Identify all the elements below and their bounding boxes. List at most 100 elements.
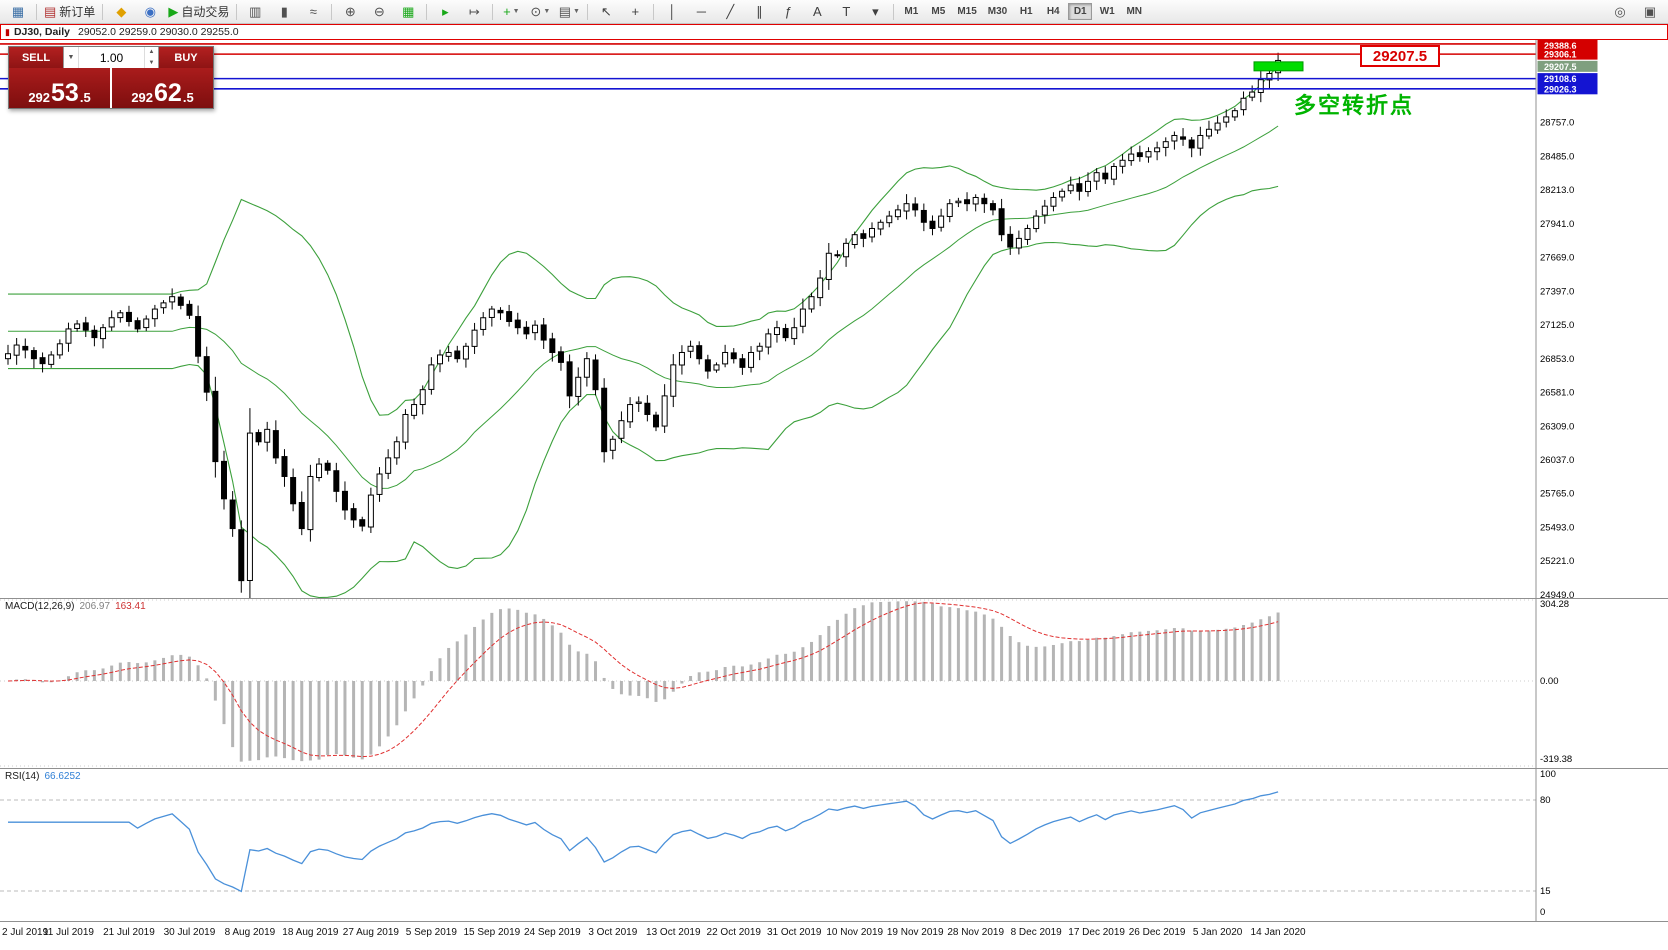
chart-shift-button[interactable]: ↦ (460, 1, 488, 23)
chart-window-titlebar[interactable]: ▮ DJ30, Daily 29052.0 29259.0 29030.0 29… (0, 24, 1668, 40)
cursor-icon: ↖ (600, 4, 612, 19)
timeframe-button-h4[interactable]: H4 (1046, 6, 1060, 17)
one-click-trading-panel: SELL ▼ 1.00 ▲ ▼ BUY 292 53.5 292 62.5 (8, 46, 214, 109)
date-axis-label: 11 Jul 2019 (42, 927, 94, 938)
chart-window-icon: ▮ (5, 26, 10, 37)
date-axis-label: 27 Aug 2019 (342, 927, 399, 938)
lot-size-value[interactable]: 1.00 (99, 50, 124, 65)
svg-text:29108.6: 29108.6 (1544, 74, 1577, 84)
crosshair-icon: + (631, 4, 640, 19)
auto-scroll-icon: ▸ (442, 4, 449, 19)
periods-icon: ⊙ (530, 4, 542, 19)
date-axis-label: 28 Nov 2019 (947, 927, 1005, 938)
toolbar-separator (36, 3, 37, 20)
buy-price-button[interactable]: 292 62.5 (112, 68, 213, 108)
templates-button[interactable]: ▤ ▼ (555, 1, 583, 23)
cursor-button[interactable]: ↖ (592, 1, 620, 23)
app-icon-icon: ▦ (11, 4, 25, 19)
svg-text:24949.0: 24949.0 (1540, 590, 1574, 598)
text-button[interactable]: A (803, 1, 831, 23)
date-axis-label: 14 Jan 2020 (1250, 927, 1306, 938)
autotrading-button[interactable]: ▶ 自动交易 (165, 1, 232, 23)
chart-symbol-title: DJ30, Daily (13, 26, 70, 38)
lot-size-field[interactable]: ▼ 1.00 ▲ ▼ (63, 47, 159, 68)
candlestick-chart-icon: ▮ (280, 4, 288, 19)
timeframe-button-m15[interactable]: M15 (957, 6, 977, 17)
indicators-button[interactable]: + ▼ (497, 1, 525, 23)
macd-indicator-panel[interactable]: 304.28 0.00 -319.38 (0, 598, 1668, 768)
svg-text:100: 100 (1540, 769, 1556, 780)
trendline-button[interactable]: ╱ (716, 1, 744, 23)
svg-text:26853.0: 26853.0 (1540, 354, 1574, 365)
svg-text:-319.38: -319.38 (1540, 754, 1572, 765)
trendline-icon: ╱ (726, 4, 735, 19)
date-axis-label: 17 Dec 2019 (1068, 927, 1125, 938)
bar-chart-icon: ▥ (249, 4, 262, 19)
metaeditor-icon: ◆ (116, 4, 127, 19)
lot-increase-icon[interactable]: ▲ (148, 49, 155, 56)
chart-shift-icon: ↦ (468, 4, 480, 19)
line-chart-button[interactable]: ≈ (299, 1, 327, 23)
sell-button[interactable]: SELL (9, 47, 63, 68)
sell-price-button[interactable]: 292 53.5 (9, 68, 110, 108)
zoom-out-button[interactable]: ⊖ (365, 1, 393, 23)
date-axis-label: 21 Jul 2019 (103, 927, 155, 938)
rsi-value: 66.6252 (44, 771, 81, 782)
rsi-indicator-panel[interactable]: 100 80 15 0 (0, 768, 1668, 922)
svg-text:27669.0: 27669.0 (1540, 253, 1574, 264)
new-window-button[interactable]: ▣ (1643, 4, 1657, 19)
date-axis-label: 5 Sep 2019 (405, 927, 457, 938)
date-axis-label: 31 Oct 2019 (766, 927, 822, 938)
new-order-icon: ▤ (44, 4, 57, 19)
timeframe-button-d1[interactable]: D1 (1068, 3, 1093, 20)
lot-decrease-icon[interactable]: ▼ (148, 59, 155, 66)
date-axis-label: 18 Aug 2019 (282, 927, 339, 938)
timeframe-button-w1[interactable]: W1 (1099, 6, 1115, 17)
date-axis[interactable]: 2 Jul 2019 11 Jul 2019 21 Jul 2019 30 Jul 2… (0, 922, 1668, 946)
candlestick-chart-button[interactable]: ▮ (270, 1, 298, 23)
arrows-icon: ▾ (872, 4, 879, 19)
svg-text:15: 15 (1540, 886, 1551, 897)
svg-text:27397.0: 27397.0 (1540, 286, 1574, 297)
metaeditor-button[interactable]: ◆ (107, 1, 135, 23)
auto-scroll-button[interactable]: ▸ (431, 1, 459, 23)
date-axis-label: 8 Dec 2019 (1010, 927, 1062, 938)
bar-chart-button[interactable]: ▥ (241, 1, 269, 23)
timeframe-button-h1[interactable]: H1 (1019, 6, 1033, 17)
timeframe-button-m5[interactable]: M5 (931, 6, 946, 17)
vertical-line-button[interactable]: │ (658, 1, 686, 23)
arrows-button[interactable]: ▾ (861, 1, 889, 23)
channel-button[interactable]: ∥ (745, 1, 773, 23)
channel-icon: ∥ (756, 4, 763, 19)
svg-text:304.28: 304.28 (1540, 599, 1569, 610)
zoom-in-button[interactable]: ⊕ (336, 1, 364, 23)
svg-text:29388.6: 29388.6 (1544, 41, 1577, 51)
fibonacci-icon: ƒ (784, 4, 792, 19)
turning-point-annotation[interactable]: 多空转折点 (1294, 93, 1415, 118)
vertical-line-icon: │ (668, 4, 677, 19)
fibonacci-button[interactable]: ƒ (774, 1, 802, 23)
date-axis-label: 3 Oct 2019 (588, 927, 638, 938)
autotrading-icon: ▶ (168, 4, 179, 19)
timeframe-button-m1[interactable]: M1 (904, 6, 919, 17)
crosshair-button[interactable]: + (621, 1, 649, 23)
search-symbol-button[interactable]: ◎ (1614, 4, 1626, 19)
text-label-button[interactable]: T (832, 1, 860, 23)
tile-windows-button[interactable]: ▦ (394, 1, 422, 23)
lot-spinner[interactable]: ▲ ▼ (144, 47, 158, 68)
date-axis-label: 26 Dec 2019 (1128, 927, 1186, 938)
lot-dropdown-icon[interactable]: ▼ (64, 47, 79, 68)
toolbar-separator (102, 3, 104, 20)
timeframe-button-mn[interactable]: MN (1126, 6, 1143, 17)
market-watch-button[interactable]: ◉ (136, 1, 164, 23)
macd-signal-value: 163.41 (115, 601, 146, 612)
date-axis-label: 30 Jul 2019 (163, 927, 216, 938)
timeframe-button-m30[interactable]: M30 (987, 6, 1008, 17)
horizontal-line-button[interactable]: ─ (687, 1, 715, 23)
buy-button[interactable]: BUY (159, 47, 213, 68)
price-annotation-box[interactable]: 29207.5 (1360, 45, 1440, 67)
new-order-button[interactable]: ▤ 新订单 (41, 1, 98, 23)
periods-button[interactable]: ⊙ ▼ (526, 1, 554, 23)
